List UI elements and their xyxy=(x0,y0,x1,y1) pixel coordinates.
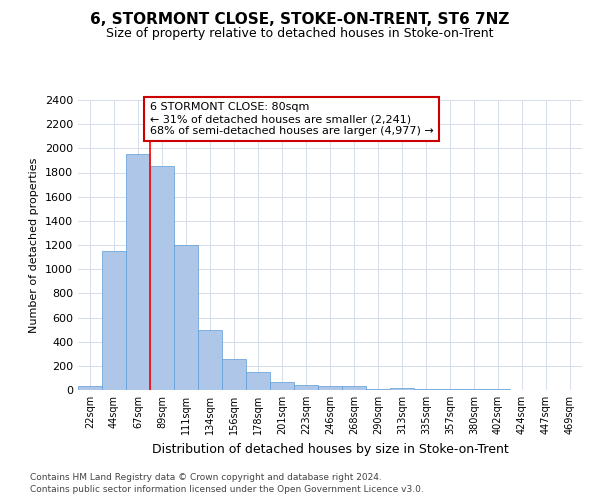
Text: 6, STORMONT CLOSE, STOKE-ON-TRENT, ST6 7NZ: 6, STORMONT CLOSE, STOKE-ON-TRENT, ST6 7… xyxy=(91,12,509,28)
Text: Size of property relative to detached houses in Stoke-on-Trent: Size of property relative to detached ho… xyxy=(106,28,494,40)
Bar xyxy=(342,386,366,390)
Bar xyxy=(318,386,342,390)
Bar xyxy=(126,154,150,390)
Bar xyxy=(78,386,102,390)
Bar xyxy=(150,166,174,390)
Text: Contains public sector information licensed under the Open Government Licence v3: Contains public sector information licen… xyxy=(30,485,424,494)
Y-axis label: Number of detached properties: Number of detached properties xyxy=(29,158,40,332)
Text: Distribution of detached houses by size in Stoke-on-Trent: Distribution of detached houses by size … xyxy=(152,442,508,456)
Bar xyxy=(270,382,294,390)
Text: Contains HM Land Registry data © Crown copyright and database right 2024.: Contains HM Land Registry data © Crown c… xyxy=(30,472,382,482)
Bar xyxy=(366,389,390,390)
Bar xyxy=(222,358,246,390)
Bar xyxy=(246,372,270,390)
Bar xyxy=(390,388,414,390)
Bar xyxy=(174,245,198,390)
Text: 6 STORMONT CLOSE: 80sqm
← 31% of detached houses are smaller (2,241)
68% of semi: 6 STORMONT CLOSE: 80sqm ← 31% of detache… xyxy=(150,102,434,136)
Bar xyxy=(198,330,222,390)
Bar xyxy=(294,385,318,390)
Bar xyxy=(102,251,126,390)
